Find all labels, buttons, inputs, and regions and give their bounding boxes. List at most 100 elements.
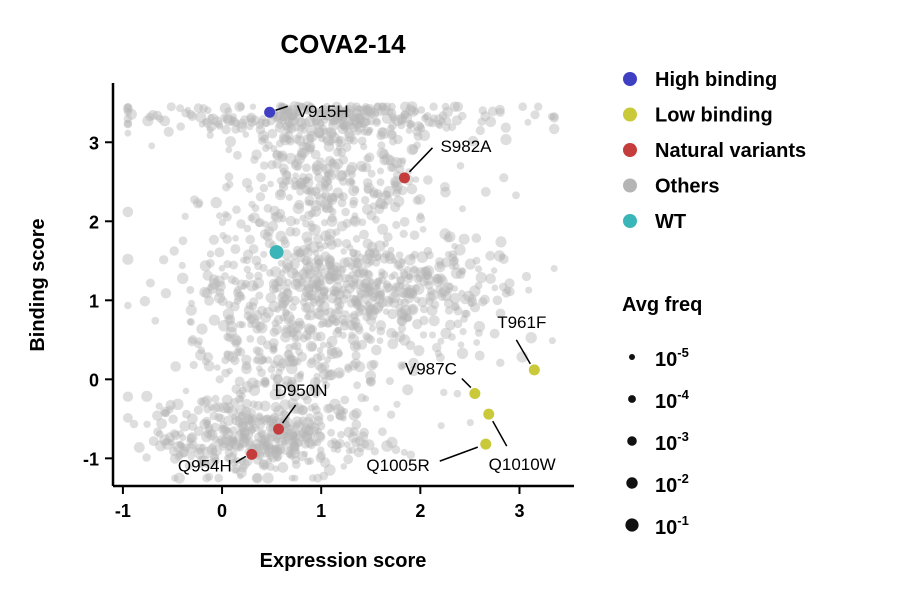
others-point	[371, 302, 383, 314]
others-point	[280, 239, 290, 249]
others-point	[467, 300, 475, 307]
others-point	[456, 162, 465, 170]
others-point	[400, 110, 410, 119]
others-point	[290, 182, 299, 191]
others-point	[370, 295, 378, 303]
others-point	[376, 290, 385, 298]
others-point	[268, 300, 280, 313]
others-point	[177, 272, 189, 284]
others-point	[339, 121, 349, 131]
others-point	[278, 131, 290, 143]
others-point	[391, 257, 398, 264]
others-point	[300, 439, 311, 449]
others-point	[385, 377, 394, 386]
others-point	[277, 259, 285, 267]
others-point	[248, 200, 256, 208]
others-point	[310, 205, 322, 217]
others-point	[501, 288, 511, 298]
others-point	[441, 291, 452, 302]
others-point	[498, 254, 509, 264]
others-point	[247, 214, 255, 222]
legend-entry: Natural variants	[655, 140, 806, 162]
others-point	[337, 147, 347, 157]
others-point	[327, 213, 337, 223]
others-point	[242, 279, 250, 288]
others-point	[322, 134, 335, 146]
others-point	[290, 295, 300, 306]
others-point	[251, 472, 263, 484]
others-point	[397, 282, 405, 289]
others-point	[312, 353, 322, 363]
others-point	[307, 199, 314, 207]
others-point	[263, 340, 272, 350]
others-point	[201, 395, 213, 406]
others-point	[279, 269, 286, 277]
x-axis-label: Expression score	[260, 550, 427, 572]
others-point	[310, 383, 319, 392]
others-point	[165, 405, 174, 414]
others-point	[309, 112, 319, 122]
others-point	[273, 451, 283, 461]
others-point	[349, 248, 358, 258]
others-point	[203, 461, 210, 468]
others-point	[391, 289, 400, 298]
others-point	[302, 177, 314, 188]
others-point	[341, 239, 352, 249]
others-point	[390, 201, 401, 213]
others-point	[440, 182, 450, 192]
others-point	[345, 177, 355, 187]
others-point	[327, 137, 336, 146]
others-point	[270, 345, 277, 353]
others-point	[231, 277, 240, 286]
others-point	[296, 249, 304, 257]
others-point	[267, 180, 274, 188]
others-point	[237, 421, 249, 433]
others-point	[195, 111, 207, 123]
others-point	[263, 446, 275, 458]
others-point	[332, 187, 344, 198]
others-point	[305, 340, 317, 352]
others-point	[378, 276, 387, 285]
others-point	[442, 106, 453, 118]
others-point	[303, 176, 311, 184]
others-point	[288, 112, 297, 121]
others-point	[297, 370, 305, 378]
others-point	[237, 118, 248, 129]
others-point	[287, 424, 295, 432]
others-point	[252, 283, 260, 291]
others-point	[283, 349, 294, 360]
others-point	[283, 125, 292, 134]
others-point	[259, 400, 271, 412]
others-point	[435, 273, 446, 284]
others-point	[225, 300, 234, 309]
others-point	[412, 319, 423, 330]
others-point	[313, 107, 321, 115]
others-point	[236, 291, 245, 299]
others-point	[287, 355, 299, 367]
others-point	[320, 361, 330, 371]
others-point	[293, 218, 301, 225]
others-point	[357, 393, 367, 403]
annotation-line	[439, 446, 479, 462]
others-point	[288, 330, 296, 338]
others-point	[362, 105, 374, 117]
others-point	[320, 163, 328, 172]
others-point	[290, 435, 298, 444]
others-point	[347, 333, 360, 346]
others-point	[282, 324, 292, 334]
others-point	[280, 444, 291, 455]
size-label-base: 10	[655, 349, 677, 371]
others-point	[404, 287, 416, 299]
others-point	[171, 430, 181, 441]
others-point	[320, 267, 332, 279]
point-d950n	[273, 423, 285, 435]
others-point	[451, 115, 463, 126]
others-point	[338, 155, 349, 165]
others-point	[276, 151, 284, 159]
others-point	[169, 429, 179, 439]
others-point	[371, 281, 380, 290]
others-point	[257, 118, 266, 126]
others-point	[125, 108, 137, 120]
others-point	[549, 113, 559, 123]
others-point	[321, 163, 333, 175]
